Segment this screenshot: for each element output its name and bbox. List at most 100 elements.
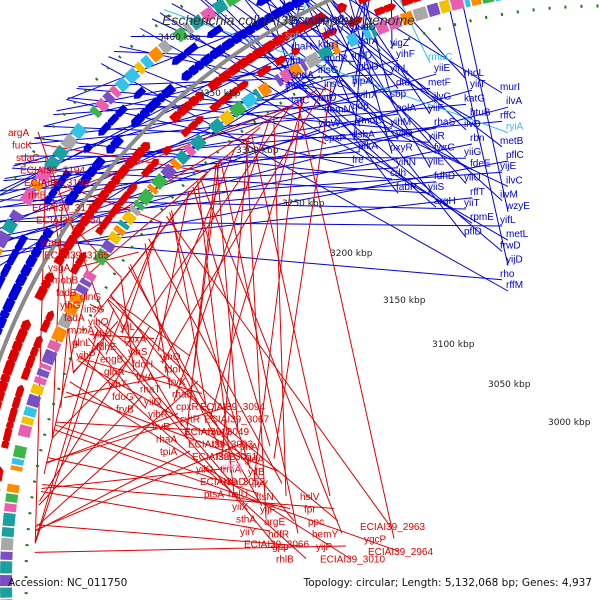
kbp-label: 3200 kbp [330, 249, 373, 259]
gene-feature [1, 218, 19, 235]
gene-label-reverse: rffM [506, 280, 523, 291]
gene-feature [199, 5, 218, 23]
gene-label-forward: fdhE [96, 342, 117, 353]
connector-line [109, 172, 208, 297]
gene-feature [0, 388, 6, 402]
gene-feature [132, 199, 146, 212]
connector-line [244, 0, 399, 194]
connector-line [166, 215, 391, 527]
connector-line [251, 133, 331, 497]
connector-line [157, 191, 190, 352]
gene-feature [0, 263, 12, 279]
gene-feature [103, 180, 117, 195]
gene-label-forward: yijF [260, 505, 276, 516]
gene-feature [133, 61, 147, 75]
connector-line [34, 545, 347, 553]
gene-feature [229, 86, 241, 97]
gene-label-reverse: dsbA [352, 130, 375, 141]
gene-feature [86, 166, 98, 178]
gene-feature [46, 339, 62, 353]
gene-label-reverse: yiiT [464, 198, 480, 209]
gene-label-forward: rhaD [224, 477, 246, 488]
gene-label-forward: ftsN [256, 492, 274, 503]
gene-feature [438, 0, 452, 14]
gene-feature [137, 188, 155, 206]
gene-feature [98, 213, 113, 231]
connector-line [349, 0, 393, 154]
gene-feature [43, 154, 61, 173]
gene-feature [57, 246, 70, 259]
gene-label-reverse: yifL [500, 215, 516, 226]
connector-line [100, 63, 509, 292]
gene-feature [464, 0, 471, 8]
gene-feature [3, 502, 17, 513]
connector-line [107, 300, 183, 427]
gene-feature [183, 42, 199, 56]
gene-feature [244, 52, 257, 65]
gene-feature [12, 444, 28, 459]
gene-feature [386, 14, 403, 31]
gene-feature [273, 73, 285, 87]
connector-line [392, 0, 467, 80]
gene-feature [10, 465, 23, 472]
gene-label-forward: fucK [12, 141, 32, 152]
gene-feature [209, 100, 223, 113]
gene-feature [116, 190, 131, 207]
connector-line [47, 457, 291, 509]
gene-feature [45, 310, 55, 322]
gene-feature [243, 24, 256, 36]
connector-line [57, 105, 292, 195]
gene-feature [0, 587, 13, 598]
gene-feature [174, 149, 191, 166]
gene-feature [218, 109, 236, 126]
connector-line [14, 120, 503, 165]
gene-label-forward: fadA [64, 313, 85, 324]
gene-label-reverse: ilvC [506, 175, 523, 186]
gene-feature [306, 17, 317, 28]
gene-feature [78, 251, 87, 261]
gene-feature [288, 61, 304, 78]
connector-line [79, 355, 307, 559]
connector-line [0, 106, 509, 243]
gene-label-reverse: fabR [396, 182, 417, 193]
gene-feature [273, 55, 287, 67]
gene-feature [100, 239, 117, 254]
connector-line [200, 178, 343, 534]
gene-label-forward: ptsA [204, 490, 224, 501]
gene-feature [0, 328, 3, 336]
gene-feature [189, 134, 207, 152]
gene-label-reverse: yihW [318, 119, 341, 130]
gene-label-reverse: yihL [390, 63, 409, 74]
gene-feature [413, 0, 422, 3]
gene-feature [114, 164, 130, 180]
gene-feature [8, 283, 23, 302]
gene-feature [140, 163, 155, 178]
kbp-label: 3050 kbp [488, 380, 531, 390]
connector-line [36, 380, 199, 528]
gene-feature [20, 365, 31, 381]
gene-feature [11, 339, 23, 352]
gene-feature [62, 234, 78, 252]
gene-label-reverse: polA [396, 103, 416, 114]
gene-label-reverse: yiiE [434, 63, 450, 74]
gene-label-forward: yihR [148, 410, 168, 421]
connector-line [161, 84, 327, 364]
gene-feature [295, 20, 311, 34]
connector-line [60, 254, 75, 408]
gene-feature [107, 230, 122, 245]
gene-label-reverse: ilvG [434, 92, 451, 103]
gene-label-forward: ECIAI39_3164 [36, 216, 101, 227]
gene-label-forward: metJ [208, 427, 230, 438]
gene-feature [106, 144, 116, 154]
gene-label-forward: ECIAI39_3067 [204, 415, 269, 426]
gene-feature [2, 297, 16, 314]
gene-feature [34, 284, 48, 302]
gene-label-forward: glnA [104, 367, 124, 378]
connector-line [36, 443, 243, 531]
gene-feature [399, 10, 415, 26]
gene-feature [172, 26, 189, 43]
gene-feature [11, 457, 25, 466]
gene-label-reverse: rhoL [464, 68, 484, 79]
gene-label-forward: ECIAI39_3052 [200, 477, 265, 488]
